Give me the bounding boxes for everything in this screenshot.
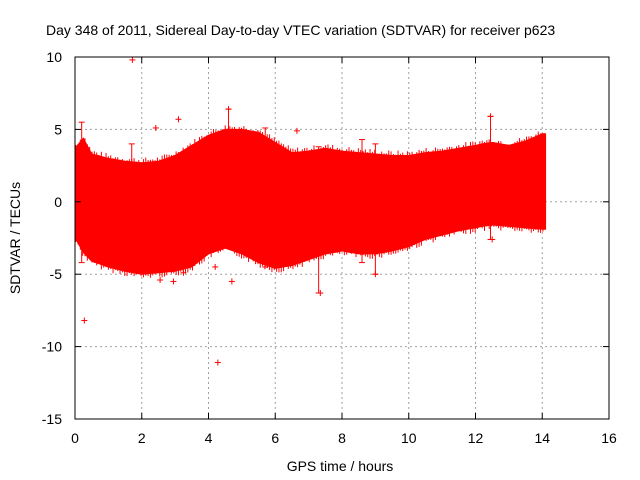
y-tick-label: 0 — [54, 194, 62, 210]
x-tick-label: 4 — [205, 430, 213, 446]
axis-ticks: 0 2 4 6 8 10 12 14 16 -15 -10 -5 0 5 10 — [42, 49, 617, 446]
spike-error-bar — [128, 143, 135, 267]
x-tick-label: 14 — [534, 430, 550, 446]
outlier-point — [157, 276, 164, 283]
x-axis-label: GPS time / hours — [287, 458, 394, 474]
outlier-point — [225, 106, 232, 113]
y-tick-label: 10 — [46, 49, 62, 65]
x-tick-label: 10 — [401, 430, 417, 446]
spike-error-bar — [262, 127, 269, 268]
outlier-point — [81, 317, 88, 324]
outlier-point — [214, 359, 221, 366]
x-tick-label: 8 — [338, 430, 346, 446]
plot-frame — [74, 56, 610, 420]
spike-error-bar — [359, 139, 366, 264]
data-series — [74, 56, 547, 366]
outlier-point — [317, 290, 324, 297]
outlier-point — [180, 269, 187, 276]
y-axis-label: SDTVAR / TECUs — [7, 182, 23, 294]
x-tick-label: 6 — [271, 430, 279, 446]
x-tick-label: 0 — [71, 430, 79, 446]
y-tick-label: -15 — [42, 411, 62, 427]
x-tick-label: 16 — [601, 430, 617, 446]
outlier-point — [293, 127, 300, 134]
y-tick-label: -10 — [42, 339, 62, 355]
outlier-point — [228, 278, 235, 285]
y-tick-label: 5 — [54, 121, 62, 137]
chart-title: Day 348 of 2011, Sidereal Day-to-day VTE… — [46, 22, 555, 38]
outlier-point — [175, 116, 182, 123]
x-tick-label: 12 — [468, 430, 484, 446]
outlier-point — [129, 56, 136, 63]
x-tick-label: 2 — [138, 430, 146, 446]
outlier-point — [372, 271, 379, 278]
outlier-point — [487, 113, 494, 120]
outlier-point — [489, 236, 496, 243]
spike-error-bar — [78, 121, 85, 264]
outlier-point — [152, 124, 159, 131]
y-tick-label: -5 — [50, 266, 63, 282]
outlier-point — [212, 263, 219, 270]
outlier-point — [170, 278, 177, 285]
